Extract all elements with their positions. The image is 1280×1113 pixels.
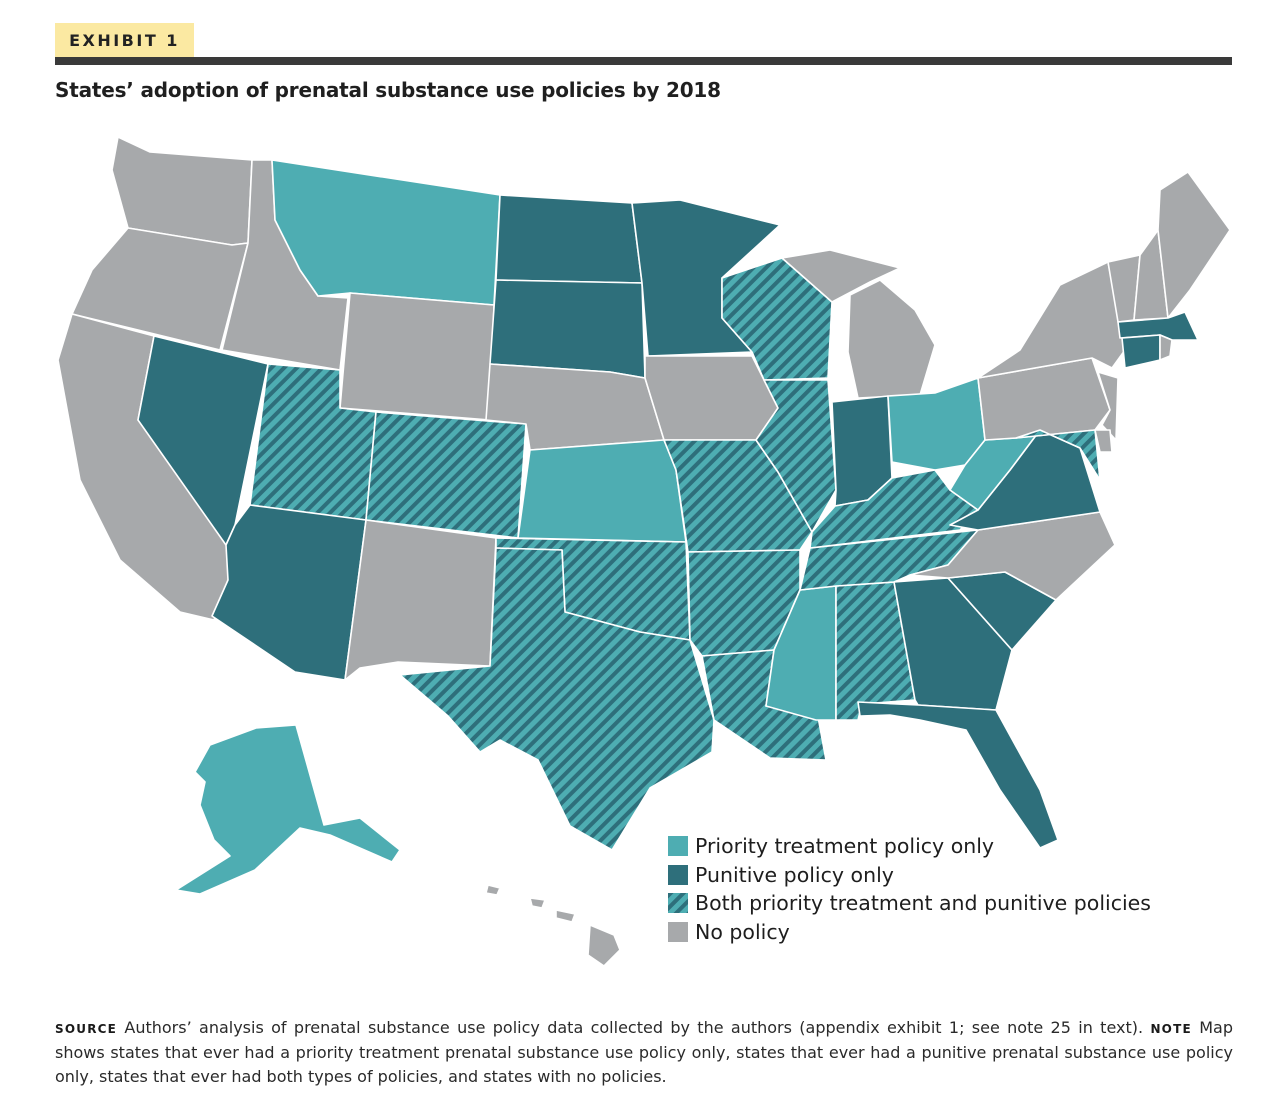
us-state-policy-map — [57, 136, 1231, 967]
state-NM — [344, 519, 497, 681]
legend-label-none: No policy — [695, 919, 790, 944]
state-NY — [977, 261, 1126, 379]
state-CT — [1121, 334, 1161, 369]
state-SD — [489, 279, 646, 379]
legend-item-priority: Priority treatment policy only — [668, 832, 1151, 861]
note-label: NOTE — [1150, 1022, 1192, 1036]
legend-label-both: Both priority treatment and punitive pol… — [695, 891, 1151, 916]
state-AK — [175, 724, 401, 895]
state-KS — [517, 439, 687, 543]
state-OR — [71, 227, 249, 351]
source-and-note: SOURCE Authors’ analysis of prenatal sub… — [55, 1016, 1233, 1089]
state-CO — [365, 411, 527, 539]
legend-item-punitive: Punitive policy only — [668, 861, 1151, 890]
exhibit-label-text: EXHIBIT 1 — [69, 30, 180, 50]
exhibit-label: EXHIBIT 1 — [55, 23, 194, 57]
map-title: States’ adoption of prenatal substance u… — [55, 78, 721, 102]
state-IL — [755, 379, 837, 533]
header-rule — [55, 57, 1232, 65]
state-IA — [644, 355, 779, 441]
state-ND — [495, 194, 643, 284]
state-HI — [485, 884, 621, 967]
state-WY — [339, 292, 495, 421]
state-FL — [857, 701, 1059, 849]
legend-item-both: Both priority treatment and punitive pol… — [668, 889, 1151, 918]
state-DE — [1094, 429, 1113, 453]
state-KY — [809, 469, 979, 549]
state-ME — [1157, 171, 1231, 319]
state-RI — [1159, 334, 1173, 361]
note-text: Map shows states that ever had a priorit… — [55, 1018, 1233, 1086]
state-MI-UP — [781, 249, 901, 303]
state-MD — [1015, 429, 1101, 481]
legend-item-none: No policy — [668, 918, 1151, 947]
state-TX — [399, 547, 715, 851]
legend-label-priority: Priority treatment policy only — [695, 834, 995, 859]
legend-swatch-punitive — [668, 864, 688, 885]
legend-swatch-none — [668, 921, 688, 942]
source-text: Authors’ analysis of prenatal substance … — [124, 1018, 1144, 1037]
state-MI — [847, 279, 936, 399]
map-legend: Priority treatment policy only Punitive … — [668, 832, 1151, 946]
legend-swatch-both — [668, 893, 688, 914]
state-AZ — [211, 504, 367, 681]
source-label: SOURCE — [55, 1022, 118, 1036]
legend-label-punitive: Punitive policy only — [695, 862, 894, 887]
legend-swatch-priority — [668, 836, 688, 857]
